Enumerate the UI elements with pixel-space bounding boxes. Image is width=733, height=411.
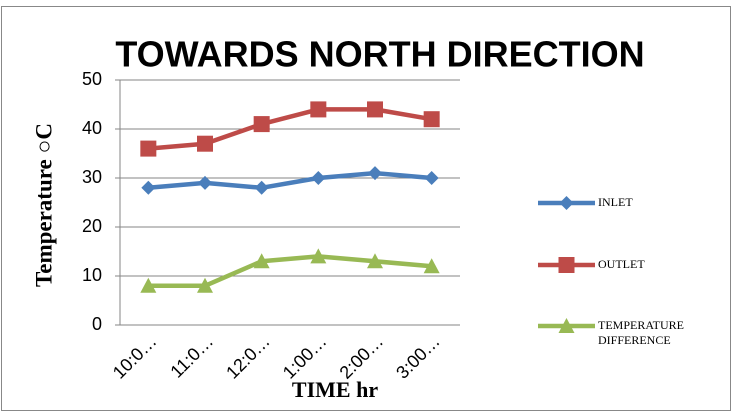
data-point — [367, 101, 383, 118]
legend-label: INLET — [598, 195, 633, 209]
data-point — [310, 101, 327, 118]
y-tick-label: 0 — [92, 314, 102, 334]
legend-label: TEMPERATURE DIFFERENCE — [598, 318, 685, 347]
data-point — [423, 258, 440, 274]
legend-marker — [558, 257, 575, 273]
series-line — [148, 107, 433, 151]
data-point — [310, 248, 327, 264]
data-point — [254, 180, 269, 195]
data-point — [311, 171, 326, 185]
data-point — [140, 140, 157, 157]
data-point — [367, 253, 383, 269]
y-axis-label: Temperature ○C — [31, 123, 56, 287]
data-point — [197, 135, 213, 152]
x-axis-label: TIME hr — [292, 377, 378, 402]
data-point — [424, 171, 439, 185]
y-tick-label: 20 — [82, 216, 102, 236]
data-point — [253, 116, 270, 133]
chart-border — [1, 6, 731, 411]
data-point — [368, 166, 382, 181]
series-line — [148, 170, 432, 191]
data-point — [197, 277, 213, 293]
y-tick-label: 10 — [82, 265, 102, 285]
y-tick-label: 30 — [82, 167, 102, 187]
legend-marker — [558, 318, 575, 333]
data-point — [198, 175, 212, 190]
legend-marker — [559, 196, 574, 210]
legend-label: OUTLET — [598, 257, 645, 271]
y-tick-label: 50 — [82, 69, 102, 89]
y-tick-label: 40 — [82, 118, 102, 138]
chart-title: TOWARDS NORTH DIRECTION — [115, 34, 644, 75]
data-point — [140, 277, 157, 293]
data-point — [253, 253, 270, 269]
data-point — [423, 111, 440, 128]
data-point — [141, 180, 156, 195]
series-line — [148, 254, 432, 289]
